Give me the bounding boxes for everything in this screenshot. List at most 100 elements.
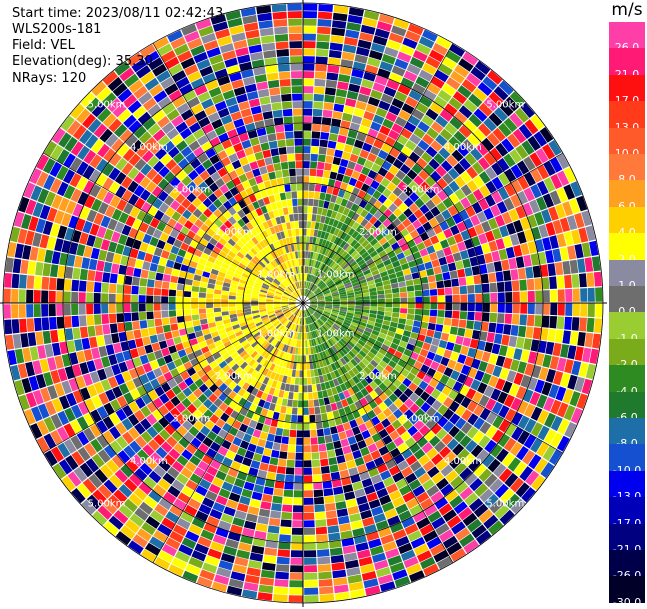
velocity-gate	[97, 108, 112, 123]
velocity-gate	[265, 125, 276, 135]
velocity-gate	[125, 459, 139, 473]
velocity-gate	[359, 32, 374, 42]
velocity-gate	[400, 243, 410, 252]
velocity-gate	[5, 334, 15, 350]
velocity-gate	[332, 293, 340, 297]
velocity-gate	[205, 148, 217, 159]
velocity-gate	[36, 436, 50, 453]
velocity-gate	[199, 478, 212, 490]
velocity-gate	[396, 345, 406, 354]
velocity-gate	[203, 364, 212, 374]
velocity-gate	[292, 108, 303, 116]
velocity-gate	[139, 131, 152, 144]
velocity-gate	[214, 378, 224, 388]
velocity-gate	[138, 91, 153, 105]
velocity-gate	[11, 319, 20, 334]
velocity-gate	[7, 350, 17, 366]
velocity-gate	[343, 279, 351, 285]
velocity-gate	[265, 540, 278, 549]
velocity-gate	[124, 73, 139, 88]
velocity-gate	[415, 303, 423, 309]
velocity-gate	[343, 253, 351, 261]
velocity-gate	[333, 369, 341, 378]
azimuth-line	[43, 152, 304, 304]
velocity-gate	[482, 76, 498, 91]
velocity-gate	[310, 259, 315, 267]
velocity-gate	[257, 515, 269, 525]
velocity-gate	[4, 319, 13, 335]
velocity-gate	[192, 398, 203, 409]
velocity-gate	[215, 470, 227, 481]
velocity-gate	[223, 210, 232, 220]
velocity-gate	[265, 277, 273, 283]
velocity-gate	[386, 39, 402, 51]
velocity-gate	[472, 189, 484, 201]
velocity-gate	[492, 127, 506, 142]
velocity-gate	[180, 264, 189, 272]
velocity-gate	[370, 474, 383, 485]
velocity-gate	[269, 315, 277, 320]
velocity-gate	[221, 246, 230, 254]
velocity-gate	[303, 56, 315, 64]
velocity-gate	[332, 187, 340, 196]
velocity-gate	[171, 479, 185, 492]
velocity-gate	[369, 347, 378, 356]
velocity-gate	[470, 66, 486, 81]
velocity-gate	[321, 239, 327, 247]
velocity-gate	[549, 449, 563, 465]
velocity-gate	[287, 206, 294, 215]
velocity-gate	[275, 311, 283, 315]
velocity-gate	[114, 61, 131, 76]
velocity-gate	[332, 295, 340, 299]
velocity-gate	[303, 236, 307, 244]
velocity-gate	[223, 506, 236, 517]
velocity-gate	[391, 25, 407, 37]
velocity-gate	[509, 233, 520, 246]
velocity-gate	[408, 414, 420, 425]
velocity-gate	[315, 329, 320, 337]
colorbar-segment	[609, 444, 645, 472]
velocity-gate	[176, 102, 190, 115]
velocity-gate	[376, 184, 386, 194]
velocity-gate	[108, 303, 116, 314]
velocity-gate	[344, 36, 358, 46]
velocity-gate	[281, 298, 289, 301]
velocity-gate	[186, 203, 197, 214]
velocity-gate	[222, 286, 230, 292]
velocity-gate	[82, 165, 95, 180]
velocity-gate	[127, 100, 142, 114]
velocity-gate	[358, 423, 368, 433]
velocity-gate	[454, 430, 466, 443]
velocity-gate	[338, 329, 345, 336]
velocity-gate	[198, 303, 206, 309]
velocity-gate	[300, 281, 303, 289]
velocity-gate	[78, 280, 87, 292]
velocity-gate	[198, 341, 208, 349]
velocity-gate	[284, 310, 291, 315]
velocity-gate	[324, 435, 333, 444]
velocity-gate	[277, 333, 283, 341]
velocity-gate	[451, 149, 464, 162]
velocity-gate	[303, 176, 310, 184]
velocity-gate	[298, 213, 303, 221]
velocity-gate	[183, 309, 192, 316]
velocity-gate	[87, 118, 102, 134]
velocity-gate	[289, 276, 294, 283]
velocity-gate	[493, 333, 503, 345]
velocity-gate	[360, 24, 376, 35]
velocity-gate	[148, 490, 162, 503]
velocity-gate	[289, 176, 297, 184]
velocity-gate	[308, 191, 315, 199]
velocity-gate	[288, 322, 293, 330]
velocity-gate	[469, 338, 479, 349]
velocity-gate	[312, 116, 322, 124]
velocity-gate	[389, 447, 401, 458]
velocity-gate	[444, 451, 457, 464]
velocity-gate	[99, 128, 113, 143]
velocity-gate	[441, 209, 452, 220]
velocity-gate	[325, 332, 331, 339]
velocity-gate	[317, 319, 323, 326]
velocity-gate	[348, 247, 356, 256]
velocity-gate	[266, 187, 274, 196]
velocity-gate	[245, 513, 258, 523]
